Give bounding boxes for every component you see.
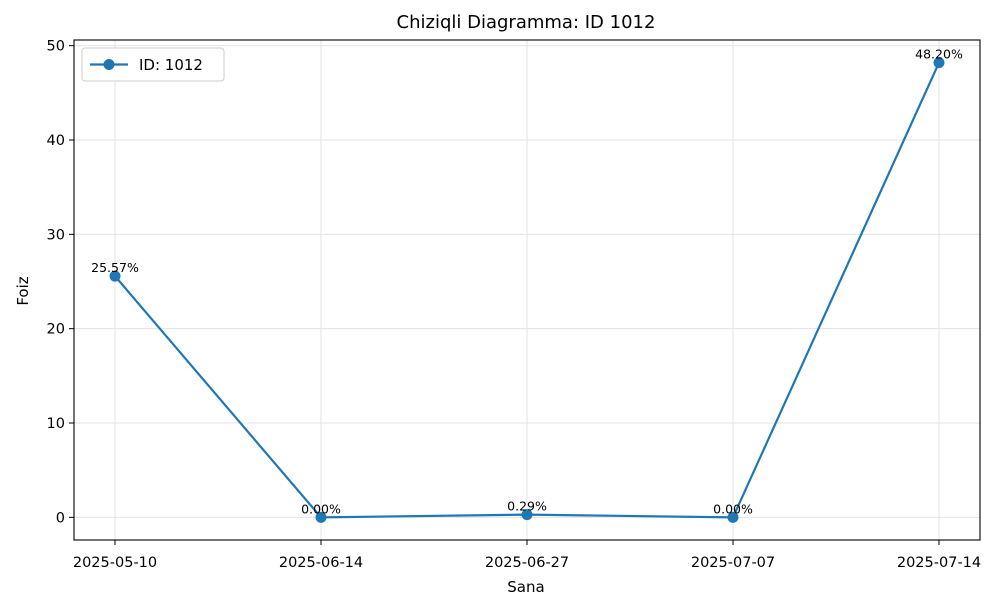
x-tick-label: 2025-06-27 bbox=[485, 555, 569, 571]
data-value-label: 48.20% bbox=[915, 47, 963, 62]
y-tick-label: 10 bbox=[47, 416, 65, 432]
x-tick-label: 2025-05-10 bbox=[73, 555, 157, 571]
legend-entry-label: ID: 1012 bbox=[139, 56, 203, 74]
y-tick-label: 40 bbox=[47, 133, 65, 149]
y-tick-label: 20 bbox=[47, 322, 65, 338]
data-value-label: 0.00% bbox=[713, 501, 753, 516]
grid-lines bbox=[74, 40, 980, 540]
data-value-label: 0.00% bbox=[301, 501, 341, 516]
x-axis-label: Sana bbox=[507, 578, 544, 596]
x-tick-label: 2025-07-07 bbox=[691, 555, 775, 571]
data-point-marker bbox=[727, 511, 739, 523]
data-point-marker bbox=[109, 270, 121, 282]
x-tick-label: 2025-06-14 bbox=[279, 555, 363, 571]
data-point-marker bbox=[521, 509, 533, 521]
data-value-label: 0.29% bbox=[507, 499, 547, 514]
legend: ID: 1012 bbox=[81, 47, 225, 82]
legend-marker-swatch bbox=[103, 59, 115, 70]
y-axis-label: Foiz bbox=[14, 276, 32, 305]
data-point-marker bbox=[933, 57, 945, 69]
plot-area-frame bbox=[73, 39, 981, 541]
chart-title: Chiziqli Diagramma: ID 1012 bbox=[397, 12, 656, 33]
x-tick-label: 2025-07-14 bbox=[897, 555, 981, 571]
axis-ticks: 0 10 20 30 40 50 2025-05-10 2025-06-14 2025-06-2… bbox=[47, 39, 982, 571]
data-point-marker bbox=[315, 511, 327, 523]
legend-box bbox=[81, 47, 225, 82]
data-value-label: 25.57% bbox=[91, 260, 139, 275]
y-tick-label: 30 bbox=[47, 227, 65, 243]
y-tick-label: 50 bbox=[47, 39, 65, 55]
series-layer: 25.57% 0.00% 0.29% 0.00% 48.20% bbox=[91, 47, 963, 523]
y-tick-label: 0 bbox=[56, 510, 65, 526]
